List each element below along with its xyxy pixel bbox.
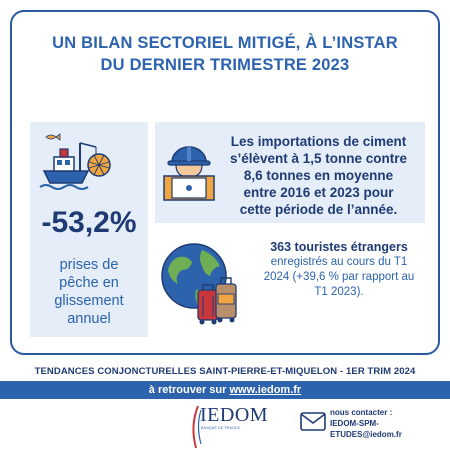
contact-email-line-2[interactable]: ETUDES@iedom.fr	[330, 430, 402, 439]
title-line-1: UN BILAN SECTORIEL MITIGÉ, À L’INSTAR	[52, 34, 398, 52]
mail-icon	[300, 412, 326, 431]
caption-line: annuel	[67, 311, 111, 327]
tourism-details: enregistrés au cours du T1 2024 (+39,6 %…	[244, 255, 434, 300]
caption-line: prises de	[59, 257, 119, 273]
caption-line: pêche en	[59, 275, 119, 291]
cement-line: s’élèvent à 1,5 tonne contre	[229, 151, 408, 166]
title-line-2: DU DERNIER TRIMESTRE 2023	[100, 56, 350, 74]
cement-line: entre 2016 et 2023 pour	[243, 185, 394, 200]
fishing-stat-caption: prises de pêche en glissement annuel	[30, 256, 148, 328]
logo-subtitle: BANQUE DE FRANCE	[201, 426, 241, 430]
fishing-stat-value: -53,2%	[41, 206, 137, 239]
contact-email-line-1[interactable]: IEDOM-SPM-	[330, 419, 379, 428]
website-bar: à retrouver sur www.iedom.fr	[0, 381, 450, 399]
construction-worker-icon	[163, 146, 215, 201]
cement-line: 8,6 tonnes en moyenne	[243, 168, 394, 183]
globe-luggage-icon	[161, 243, 237, 325]
tourism-line: enregistrés au cours du T1	[270, 256, 408, 268]
caption-line: glissement	[54, 293, 124, 309]
cement-line: Les importations de ciment	[230, 134, 407, 149]
cement-statement: Les importations de ciment s’élèvent à 1…	[216, 133, 421, 218]
website-prefix: à retrouver sur	[148, 384, 230, 396]
contact-title: nous contacter :	[330, 408, 393, 417]
logo-wordmark: IEDOM	[200, 404, 269, 426]
fishing-boat-icon	[39, 133, 111, 190]
website-link[interactable]: www.iedom.fr	[229, 384, 302, 396]
trends-banner: TENDANCES CONJONCTURELLES SAINT-PIERRE-E…	[34, 366, 416, 377]
tourism-line: 2024 (+39,6 % par rapport au	[263, 271, 415, 283]
fishing-panel	[30, 122, 148, 337]
iedom-logo	[192, 405, 202, 449]
tourism-headline: 363 touristes étrangers	[270, 240, 408, 254]
tourism-line: T1 2023).	[314, 286, 364, 298]
page-title: UN BILAN SECTORIEL MITIGÉ, À L’INSTAR DU…	[20, 32, 430, 76]
cement-line: cette période de l’année.	[239, 202, 398, 217]
